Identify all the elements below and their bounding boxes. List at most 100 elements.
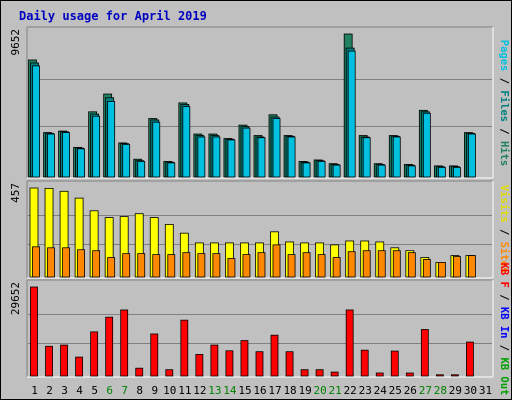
kb-f-bar xyxy=(255,351,264,377)
kb-f-bar-body xyxy=(315,369,324,377)
kb-f-bar xyxy=(225,350,234,377)
kb-f-bar xyxy=(45,345,53,377)
sites-bar-body xyxy=(47,247,55,278)
kb-f-bar xyxy=(300,369,309,377)
pages-bar-body xyxy=(377,164,386,178)
sites-bar xyxy=(107,257,116,278)
pages-bar-body xyxy=(362,137,371,178)
sites-bar xyxy=(453,256,461,278)
x-tick-label: 31 xyxy=(479,384,492,397)
pages-bar xyxy=(287,136,296,178)
kb-f-bar xyxy=(360,349,369,377)
sites-bar-body xyxy=(437,261,446,278)
sites-bar-body xyxy=(317,254,326,278)
x-tick-label: 19 xyxy=(298,384,311,397)
pages-bar-body xyxy=(47,133,55,178)
x-tick-label: 6 xyxy=(106,384,113,397)
sites-bar-body xyxy=(92,250,101,278)
kb-f-bar-body xyxy=(345,309,354,377)
x-tick-label: 26 xyxy=(404,384,417,397)
sites-bar-body xyxy=(107,257,116,278)
sites-bar xyxy=(92,250,101,278)
sites-bar xyxy=(32,246,40,278)
pages-bar-body xyxy=(167,162,176,178)
pages-bar xyxy=(257,137,266,178)
pages-bar xyxy=(47,133,55,178)
pages-bar-body xyxy=(437,166,446,178)
kb-f-bar-body xyxy=(225,350,234,377)
pages-bar-body xyxy=(392,136,401,178)
pages-bar-body xyxy=(137,161,146,178)
kb-f-bar xyxy=(30,286,38,377)
kb-f-bar-body xyxy=(285,351,294,377)
pages-bar xyxy=(212,136,221,178)
pages-bar-body xyxy=(152,121,161,178)
pages-bar xyxy=(92,115,101,178)
x-tick-label: 25 xyxy=(389,384,402,397)
undefined-legend-item: / xyxy=(498,338,510,351)
sites-bar-body xyxy=(287,254,296,278)
x-tick-label: 12 xyxy=(193,384,206,397)
pages-bar-body xyxy=(197,136,206,178)
sites-bar-body xyxy=(152,254,161,278)
pages-bar-body xyxy=(62,132,70,178)
kb-f-bar-body xyxy=(451,374,459,377)
kb-f-bar-body xyxy=(120,309,129,377)
pages-bar xyxy=(107,101,116,178)
pages-bar xyxy=(453,166,461,178)
kb-f-bar-body xyxy=(75,356,83,377)
kb-f-bar-body xyxy=(360,349,369,377)
pages-bar-body xyxy=(257,137,266,178)
undefined-ymax-label: 29652 xyxy=(9,282,22,315)
sites-bar-body xyxy=(377,250,386,278)
kb-f-bar-body xyxy=(420,329,429,377)
undefined-legend-item: Sites xyxy=(498,235,510,273)
x-tick-label: 30 xyxy=(464,384,477,397)
sites-bar xyxy=(47,247,55,278)
kb-f-bar-body xyxy=(210,344,219,377)
pages-bar-body xyxy=(92,115,101,178)
kb-f-bar-body xyxy=(466,341,474,377)
sites-bar xyxy=(332,257,341,278)
sites-bar-body xyxy=(197,253,206,278)
kb-f-bar-body xyxy=(405,372,414,377)
kb-f-bar xyxy=(195,353,204,377)
undefined-legend-item: / xyxy=(498,71,510,84)
sites-bar-body xyxy=(347,251,356,278)
pages-bar-body xyxy=(302,162,311,178)
sites-bar xyxy=(422,259,431,278)
sites-bar xyxy=(407,252,416,278)
kb-f-bar-body xyxy=(375,372,384,377)
sites-bar xyxy=(122,253,131,278)
sites-bar xyxy=(77,249,85,278)
undefined-legend-item: KB In xyxy=(498,301,510,339)
undefined-ymax-label: 457 xyxy=(9,183,22,203)
kb-f-bar-body xyxy=(105,316,114,377)
kb-f-bar xyxy=(210,344,219,377)
kb-f-bar-body xyxy=(255,351,264,377)
kb-f-bar-body xyxy=(90,331,99,377)
sites-bar xyxy=(302,252,311,278)
kb-f-bar xyxy=(150,333,159,377)
kb-f-bar-body xyxy=(150,333,159,377)
pages-bar-body xyxy=(468,133,476,178)
pages-bar-body xyxy=(422,112,431,178)
sites-bar-body xyxy=(392,250,401,278)
kb-f-bar xyxy=(270,334,279,377)
undefined-legend-item: Visits xyxy=(498,185,510,223)
kb-f-bar xyxy=(180,319,189,377)
pages-bar xyxy=(332,164,341,178)
sites-bar-body xyxy=(242,254,251,278)
x-tick-label: 22 xyxy=(344,384,357,397)
chart-title: Daily usage for April 2019 xyxy=(19,9,207,23)
pages-bar-body xyxy=(317,161,326,178)
pages-bar-body xyxy=(122,144,131,178)
kb-f-bar-body xyxy=(240,340,249,377)
x-tick-label: 24 xyxy=(374,384,388,397)
kb-f-bar-body xyxy=(300,369,309,377)
x-tick-label: 17 xyxy=(268,384,281,397)
undefined-legend: Pages / Files / Hits xyxy=(498,40,510,166)
undefined-legend-item: KB Out xyxy=(498,351,510,395)
